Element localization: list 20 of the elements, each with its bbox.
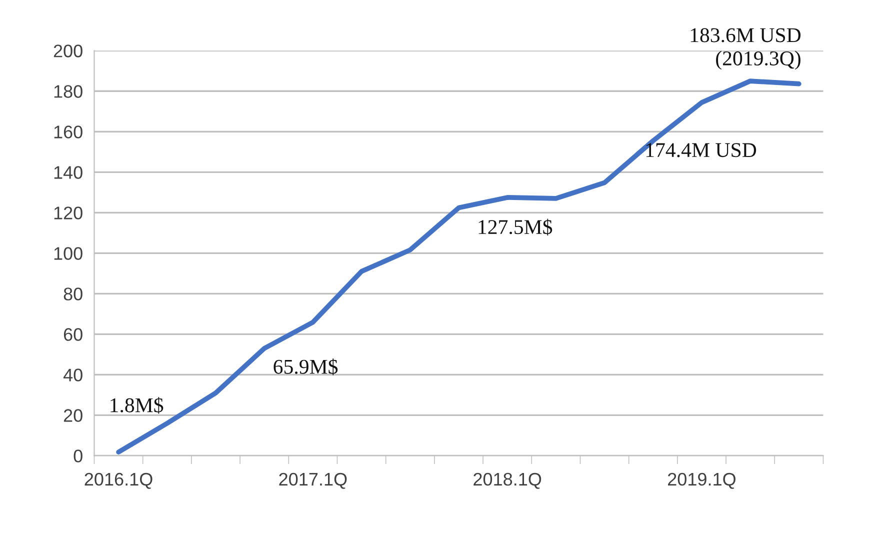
x-tick-label: 2017.1Q [279, 472, 347, 489]
annotation: 174.4M USD [646, 143, 756, 158]
x-tick-label: 2016.1Q [84, 472, 152, 489]
y-tick-label: 20 [64, 409, 82, 422]
annotation: 127.5M$ [478, 218, 552, 236]
y-tick-label: 120 [54, 206, 82, 220]
y-tick-label: 40 [63, 368, 82, 382]
x-tick-label: 2019.1Q [668, 472, 736, 489]
y-tick-label: 160 [54, 126, 82, 138]
y-tick-label: 0 [74, 450, 82, 462]
y-tick-label: 200 [54, 44, 82, 58]
x-tick-label: 2018.1Q [474, 472, 542, 489]
y-tick-label: 100 [54, 247, 82, 260]
annotation: 1.8M$ [110, 397, 164, 414]
y-tick-label: 80 [64, 288, 82, 300]
annotation: 65.9M$ [274, 358, 338, 376]
y-tick-label: 140 [54, 166, 82, 179]
annotation: 183.6M USD (2019.3Q) [690, 28, 801, 70]
y-tick-label: 60 [64, 328, 82, 341]
y-tick-label: 180 [54, 85, 82, 98]
